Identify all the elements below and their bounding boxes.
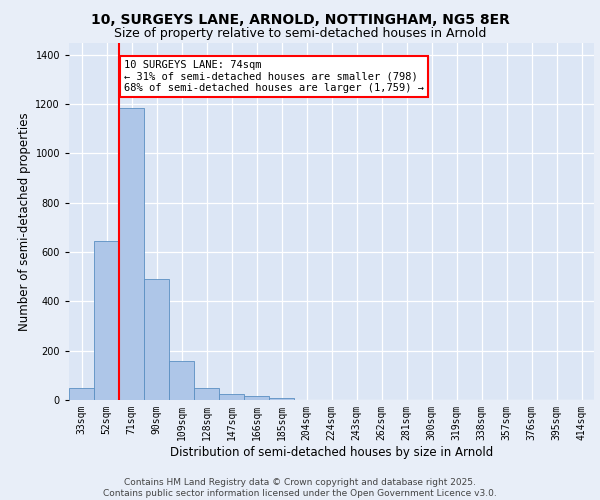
Text: Contains HM Land Registry data © Crown copyright and database right 2025.
Contai: Contains HM Land Registry data © Crown c… (103, 478, 497, 498)
Bar (244, 396, 269, 400)
Bar (69, 388, 94, 400)
Bar (144, 279, 169, 400)
Text: Size of property relative to semi-detached houses in Arnold: Size of property relative to semi-detach… (114, 28, 486, 40)
Bar (169, 360, 194, 400)
Bar (219, 394, 244, 400)
Text: 10 SURGEYS LANE: 74sqm
← 31% of semi-detached houses are smaller (798)
68% of se: 10 SURGEYS LANE: 74sqm ← 31% of semi-det… (124, 60, 424, 93)
X-axis label: Distribution of semi-detached houses by size in Arnold: Distribution of semi-detached houses by … (170, 446, 493, 458)
Bar (119, 108, 144, 400)
Text: 10, SURGEYS LANE, ARNOLD, NOTTINGHAM, NG5 8ER: 10, SURGEYS LANE, ARNOLD, NOTTINGHAM, NG… (91, 12, 509, 26)
Bar (194, 388, 219, 400)
Bar (94, 241, 119, 400)
Y-axis label: Number of semi-detached properties: Number of semi-detached properties (18, 112, 31, 330)
Bar (269, 398, 294, 400)
